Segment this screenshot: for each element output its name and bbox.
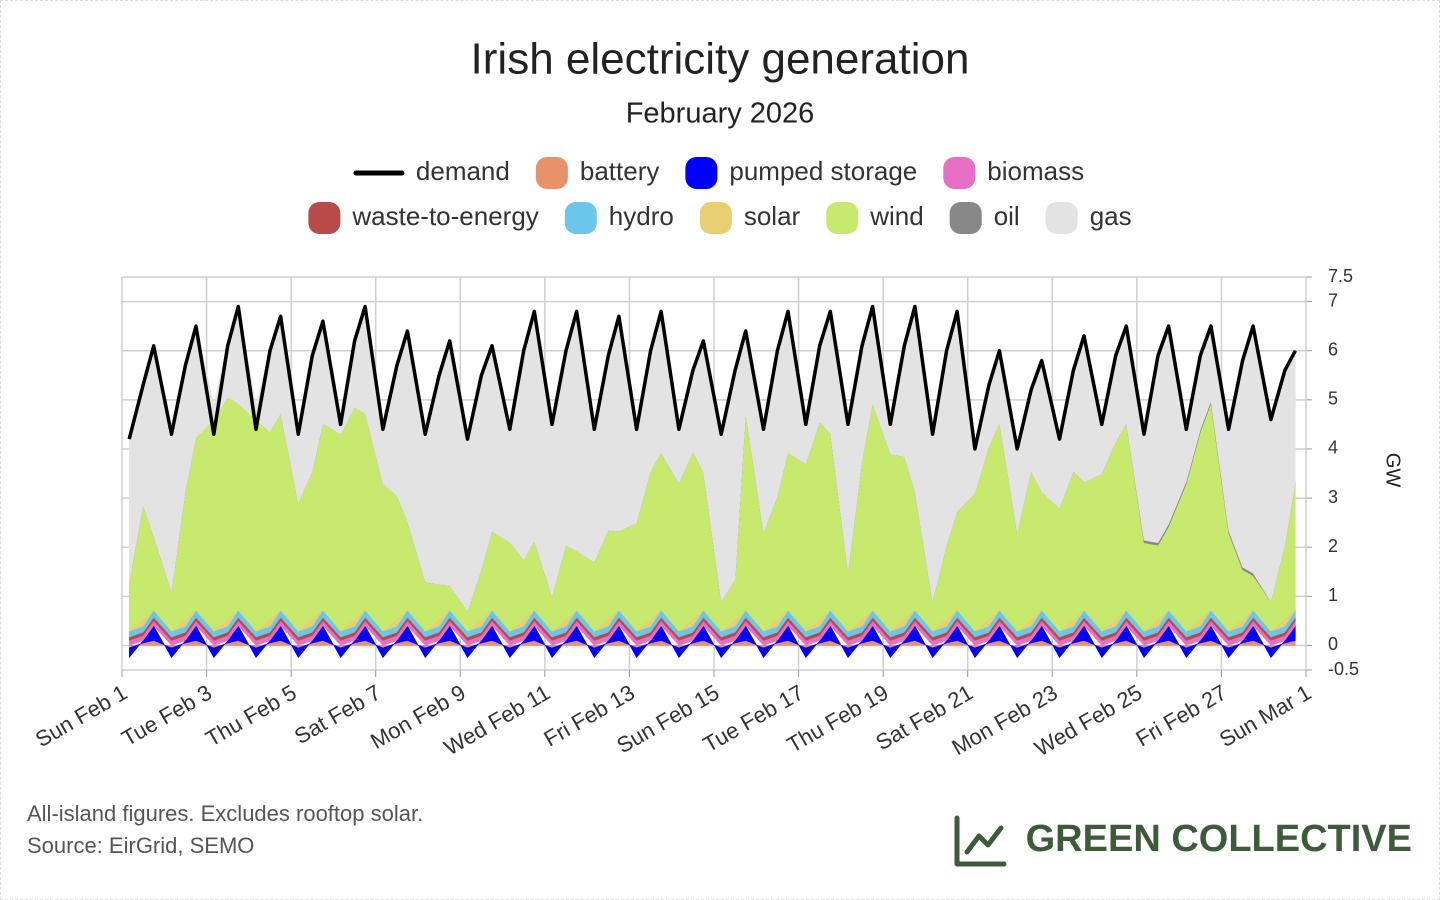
legend-label: waste-to-energy — [351, 201, 538, 231]
legend-label: battery — [580, 156, 660, 186]
legend-swatch — [949, 202, 982, 234]
legend: demand battery pumped storage biomass waste-… — [308, 156, 1132, 234]
x-tick-label: Sun Feb 1 — [31, 680, 131, 752]
y-tick-label: -0.5 — [1328, 659, 1359, 679]
legend-swatch — [685, 157, 718, 189]
legend-label: solar — [744, 201, 801, 231]
legend-swatch — [564, 202, 597, 234]
chart-subtitle: February 2026 — [626, 98, 815, 130]
y-tick-label: 6 — [1328, 339, 1338, 359]
legend-item: gas — [1045, 201, 1132, 234]
y-tick-label: 1 — [1328, 585, 1338, 605]
y-tick-label: 4 — [1328, 438, 1338, 458]
legend-swatch — [943, 157, 976, 189]
legend-item: demand — [353, 156, 510, 186]
legend-label: demand — [416, 156, 510, 186]
y-tick-label: 3 — [1328, 487, 1338, 507]
legend-swatch — [535, 157, 568, 189]
legend-label: gas — [1090, 201, 1132, 231]
legend-item: oil — [949, 201, 1020, 234]
brand-name: GREEN COLLECTIVE — [1026, 818, 1412, 860]
legend-item: solar — [699, 201, 801, 234]
legend-swatch — [1045, 202, 1078, 234]
footnote: All-island figures. Excludes rooftop sol… — [27, 801, 423, 826]
brand-logo-icon — [954, 815, 1007, 867]
legend-item: wind — [826, 201, 924, 234]
legend-item: waste-to-energy — [308, 201, 539, 234]
legend-swatch — [699, 202, 732, 234]
legend-row: waste-to-energy hydro solar wind oil gas — [308, 201, 1132, 234]
y-axis-label: GW — [1382, 453, 1404, 488]
legend-swatch — [826, 202, 859, 234]
legend-item: biomass — [943, 156, 1084, 189]
legend-label: hydro — [609, 201, 674, 231]
legend-item: hydro — [564, 201, 674, 234]
legend-label: biomass — [987, 156, 1084, 186]
legend-item: battery — [535, 156, 660, 189]
y-tick-label: 0 — [1328, 634, 1338, 654]
footnote: Source: EirGrid, SEMO — [27, 833, 254, 858]
y-tick-label: 7 — [1328, 290, 1338, 310]
chart-title: Irish electricity generation — [471, 35, 970, 84]
legend-row: demand battery pumped storage biomass — [353, 156, 1084, 189]
y-tick-label: 2 — [1328, 536, 1338, 556]
x-tick-label: Sun Mar 1 — [1215, 680, 1315, 752]
legend-swatch — [308, 202, 341, 234]
legend-label: oil — [994, 201, 1020, 231]
y-tick-label: 5 — [1328, 389, 1338, 409]
line-demand — [127, 304, 1297, 451]
legend-label: pumped storage — [729, 156, 917, 186]
y-tick-label: 7.5 — [1328, 266, 1353, 286]
x-tick-label: Tue Feb 3 — [117, 680, 216, 751]
legend-label: wind — [869, 201, 923, 231]
x-tick-label: Fri Feb 27 — [1132, 680, 1231, 752]
legend-item: pumped storage — [685, 156, 917, 189]
x-tick-label: Thu Feb 5 — [201, 680, 300, 752]
